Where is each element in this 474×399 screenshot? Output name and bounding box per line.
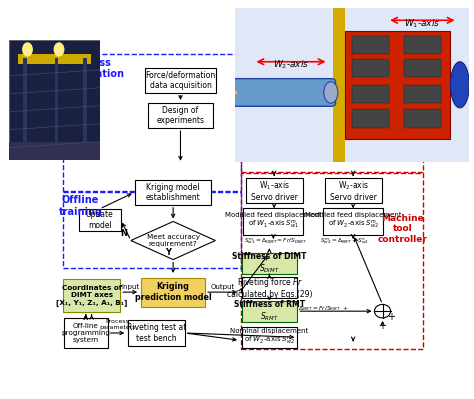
Bar [352,36,390,54]
FancyBboxPatch shape [141,278,205,307]
Bar [9,142,100,160]
FancyBboxPatch shape [242,301,297,322]
Bar [55,58,58,160]
Text: $\Delta_{RMT}=Fr/S_{RMT}$  +: $\Delta_{RMT}=Fr/S_{RMT}$ + [298,304,349,312]
Text: $S_{w2}^m=\Delta_{RMT}+S_{w2}^n$: $S_{w2}^m=\Delta_{RMT}+S_{w2}^n$ [320,237,369,247]
Text: Process
parameters: Process parameters [99,319,136,330]
Bar [403,36,441,54]
Text: Riveting force $Fr$
calculated by Eqs.(29): Riveting force $Fr$ calculated by Eqs.(2… [227,276,312,299]
FancyBboxPatch shape [79,209,121,231]
Text: Y: Y [164,248,171,257]
Text: +: + [378,321,386,331]
Text: W$_1$-axis
Servo driver: W$_1$-axis Servo driver [251,179,298,202]
Text: Force/deformation
data acquisition: Force/deformation data acquisition [146,71,216,90]
Text: W$_2$-axis
Servo driver: W$_2$-axis Servo driver [330,179,376,202]
Text: $S_{w1}^m=\Delta_{DIMT}=Fr/S_{DIMT}$: $S_{w1}^m=\Delta_{DIMT}=Fr/S_{DIMT}$ [244,237,307,247]
Bar [403,59,441,77]
FancyBboxPatch shape [64,318,108,348]
Text: Input: Input [121,284,139,290]
Text: +: + [387,312,394,322]
Text: Modified feed displacement
of $W_1$-axis $S_{w1}^m$: Modified feed displacement of $W_1$-axis… [225,212,322,231]
Bar [345,31,450,138]
FancyBboxPatch shape [242,277,297,298]
Text: Update
model: Update model [86,210,114,230]
Bar [83,58,87,160]
Text: Off-line
programming
system: Off-line programming system [61,323,110,343]
Text: Machine
tool
controller: Machine tool controller [378,214,428,243]
Text: $W_1$-axis: $W_1$-axis [404,18,440,30]
Text: Nominal displacement
of $W_2$-axis $S_{w2}^n$: Nominal displacement of $W_2$-axis $S_{w… [230,328,309,347]
Bar [18,54,91,64]
Text: Offline
training: Offline training [59,196,102,217]
Bar [352,59,390,77]
FancyBboxPatch shape [244,208,303,235]
Text: Coordinates of
DIMT axes
[X₁, Y₁, Z₁, A₁, B₁]: Coordinates of DIMT axes [X₁, Y₁, Z₁, A₁… [56,285,127,306]
Polygon shape [235,88,237,97]
FancyBboxPatch shape [136,180,211,205]
FancyBboxPatch shape [246,178,302,203]
Text: Stiffness of DIMT
$S_{DIMT}$: Stiffness of DIMT $S_{DIMT}$ [232,252,307,275]
Text: Modified feed displacement
of $W_2$-axis $S_{w2}^m$: Modified feed displacement of $W_2$-axis… [305,212,401,231]
FancyBboxPatch shape [148,103,213,128]
Bar [352,85,390,103]
Bar [241,54,423,172]
FancyBboxPatch shape [242,253,297,274]
Text: N: N [120,229,128,238]
Bar [63,54,241,191]
FancyBboxPatch shape [232,79,336,106]
Ellipse shape [324,82,338,103]
Text: Riveting test at
test bench: Riveting test at test bench [127,323,186,343]
Text: Kriging model
establishment: Kriging model establishment [146,183,201,202]
Text: End effector: End effector [254,55,321,65]
Text: Design of
experiments: Design of experiments [156,106,204,125]
FancyBboxPatch shape [128,320,185,346]
Bar [333,8,345,162]
Text: Kriging
prediction model: Kriging prediction model [135,282,211,302]
Circle shape [22,42,33,57]
Polygon shape [131,221,215,260]
Bar [63,192,241,268]
Text: Stiffness of RMT
$S_{RMT}$: Stiffness of RMT $S_{RMT}$ [234,300,305,323]
Text: Output: Output [210,284,235,290]
Bar [352,109,390,128]
FancyBboxPatch shape [145,67,216,93]
Bar [23,58,27,160]
Text: Meet accuracy
requirement?: Meet accuracy requirement? [146,234,200,247]
Bar [403,85,441,103]
FancyBboxPatch shape [323,208,383,235]
FancyBboxPatch shape [325,178,382,203]
Text: $W_2$-axis: $W_2$-axis [273,59,309,71]
Text: Stiffness
identification: Stiffness identification [50,58,124,79]
Circle shape [374,304,391,318]
Circle shape [54,42,64,57]
FancyBboxPatch shape [63,279,120,312]
FancyBboxPatch shape [242,327,297,348]
Ellipse shape [450,62,469,108]
Bar [403,109,441,128]
Bar [241,173,423,349]
